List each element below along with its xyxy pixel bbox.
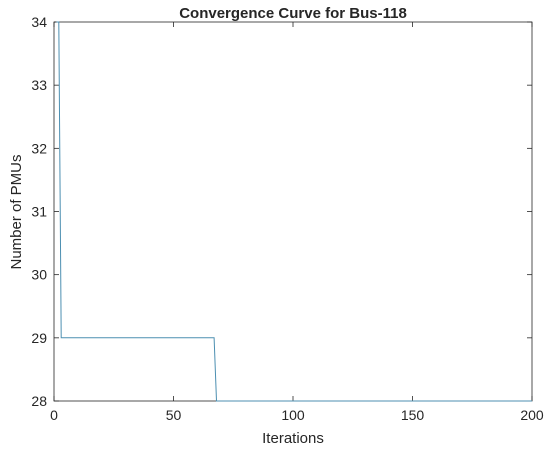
- y-tick-label: 29: [31, 330, 47, 346]
- x-tick-label: 50: [166, 407, 182, 423]
- series-line: [56, 21, 532, 402]
- x-axis-label: Iterations: [262, 430, 324, 447]
- x-tick-label: 200: [520, 407, 544, 423]
- y-tick-label: 30: [31, 267, 47, 283]
- x-tick-label: 150: [401, 407, 425, 423]
- tick-labels: 0 50 100 150 200 28 29 30 31 32 33 34: [31, 14, 543, 423]
- chart-title: Convergence Curve for Bus-118: [179, 5, 407, 22]
- series-group: [56, 21, 532, 402]
- y-tick-label: 31: [31, 204, 47, 220]
- plot-area: [53, 21, 533, 402]
- x-tick-label: 100: [281, 407, 305, 423]
- y-tick-label: 32: [31, 140, 47, 156]
- y-tick-label: 28: [31, 393, 47, 409]
- y-axis-label: Number of PMUs: [8, 154, 25, 269]
- y-tick-label: 34: [31, 14, 47, 30]
- x-tick-label: 0: [50, 407, 58, 423]
- y-tick-label: 33: [31, 77, 47, 93]
- plot-frame: [53, 21, 533, 402]
